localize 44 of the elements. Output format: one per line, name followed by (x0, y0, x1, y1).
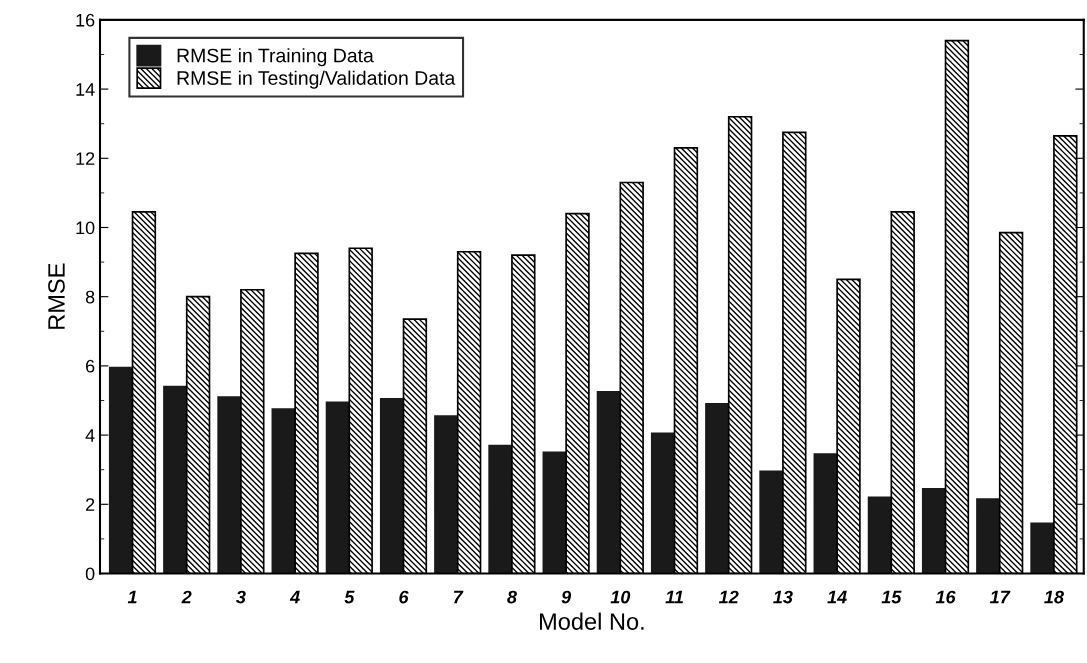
bar (379, 397, 405, 574)
y-tick-label: 10 (76, 221, 95, 235)
x-tick-label: 4 (289, 590, 300, 604)
legend-label: RMSE in Testing/Validation Data (177, 70, 456, 89)
y-tick-label: 4 (85, 429, 95, 442)
y-tick-label: 6 (86, 359, 95, 373)
x-axis-title: Model No. (540, 612, 644, 630)
bar (759, 470, 784, 574)
bar (705, 403, 730, 574)
bar (976, 498, 1001, 574)
bar (921, 487, 947, 574)
bar (1030, 522, 1055, 574)
x-tick-label: 14 (827, 590, 847, 604)
bar (217, 396, 242, 574)
bar (163, 385, 188, 574)
x-tick-label: 18 (1044, 590, 1064, 604)
x-tick-label: 1 (127, 590, 137, 604)
x-tick-label: 16 (935, 590, 956, 604)
bar (488, 444, 513, 574)
bar (108, 366, 134, 574)
x-tick-label: 12 (718, 590, 739, 604)
bar (434, 415, 459, 574)
y-tick-label: 16 (76, 13, 95, 27)
x-tick-label: 2 (181, 590, 192, 604)
x-tick-label: 17 (989, 590, 1011, 604)
y-tick-label: 2 (86, 498, 95, 511)
y-tick-label: 12 (76, 152, 95, 165)
x-tick-label: 7 (453, 590, 464, 604)
x-tick-label: 15 (881, 590, 902, 604)
x-tick-label: 3 (236, 590, 246, 604)
x-tick-label: 8 (507, 590, 517, 604)
bar (650, 432, 676, 574)
y-tick-label: 14 (76, 83, 95, 96)
x-tick-label: 13 (773, 590, 793, 604)
x-tick-label: 9 (561, 590, 572, 604)
y-axis-title: RMSE (48, 263, 65, 329)
x-tick-label: 5 (344, 590, 355, 604)
bar (325, 401, 351, 574)
y-tick-label: 8 (85, 290, 95, 304)
x-tick-label: 10 (610, 590, 631, 604)
x-tick-label: 11 (665, 590, 683, 604)
x-tick-label: 6 (399, 590, 409, 604)
y-tick-label: 0 (85, 567, 95, 581)
legend-label: RMSE in Training Data (177, 48, 374, 67)
